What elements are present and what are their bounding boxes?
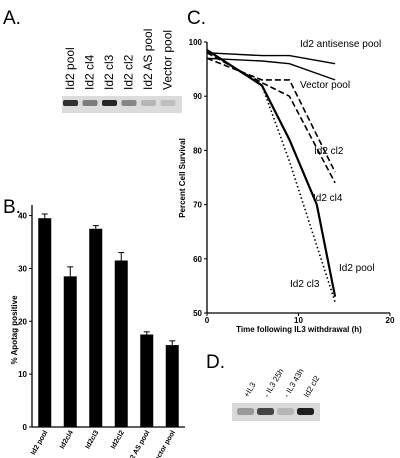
panel-c: C. Percent Cell Survival Time following …	[178, 8, 395, 334]
panel-a-band	[160, 100, 176, 106]
panel-b-bar	[63, 276, 77, 427]
panel-c-series-label: Id2 antisense pool	[300, 39, 381, 50]
panel-c-x-tick-label: 0	[205, 316, 210, 325]
panel-c-y-tick-label: 100	[189, 38, 203, 47]
panel-d-band	[297, 408, 314, 415]
panel-c-series-label: Id2 pool	[339, 263, 375, 274]
panel-a-lane-label: Id2 AS pool	[141, 29, 155, 90]
panel-a-lane-labels: Id2 pool Id2 cl4 Id2 cl3 Id2 cl2 Id2 AS pool…	[63, 29, 175, 90]
panel-c-y-axis-label: Percent Cell Survival	[178, 138, 187, 218]
panel-b-y-tick-label: 0	[23, 423, 28, 432]
panel-b-category-label: Id2 pool	[30, 429, 50, 456]
panel-d-label: D.	[206, 352, 225, 373]
panel-d-band	[257, 408, 274, 415]
panel-d-lane-label: Id2 cl2	[302, 374, 322, 399]
panel-b-y-axis-label: % Apotag positive	[10, 295, 19, 365]
panel-a-band	[121, 100, 137, 106]
panel-b-bar	[114, 260, 128, 427]
panel-c-chart: 50 60 70 80 90 100 0 10 20 Id2 antisense pool Vect…	[189, 38, 395, 325]
panel-d-band	[237, 408, 254, 415]
panel-c-series-line	[206, 52, 336, 184]
panel-c-y-tick-label: 80	[193, 146, 202, 155]
panel-b-category-label: Id2cl4	[59, 429, 75, 450]
panel-c-series-label: Id2 cl2	[314, 146, 344, 157]
panel-b-bar	[38, 218, 52, 427]
panel-d-bands	[237, 408, 314, 415]
panel-c-y-tick-label: 70	[193, 201, 202, 210]
panel-b-category-label: Vector pool	[152, 429, 177, 458]
panel-c-series-line	[206, 57, 336, 81]
panel-c-label: C.	[187, 8, 206, 29]
panel-b-y-tick-label: 10	[18, 370, 27, 379]
panel-d-blot	[232, 403, 320, 421]
panel-a: A. Id2 pool Id2 cl4 Id2 cl3 Id2 cl2 Id2 AS p…	[3, 8, 182, 113]
panel-c-y-tick-label: 50	[193, 309, 202, 318]
panel-a-lane-label: Id2 cl4	[83, 54, 97, 90]
panel-c-series-line	[206, 52, 336, 65]
panel-a-lane-label: Id2 cl2	[122, 54, 136, 90]
panel-c-x-tick-label: 20	[386, 316, 395, 325]
panel-a-label: A.	[3, 8, 21, 29]
panel-b-label: B.	[3, 197, 21, 218]
panel-b: B. % Apotag positive 0 10 20 30 40 Id2 pool Id…	[3, 197, 185, 458]
panel-b-bar	[89, 228, 103, 427]
panel-b-category-label: Id2 AS pool	[126, 429, 151, 458]
panel-a-lane-label: Id2 cl3	[102, 54, 116, 90]
panel-b-category-label: Id2cl3	[84, 429, 100, 450]
panel-c-x-tick-label: 10	[294, 316, 303, 325]
panel-c-y-tick-label: 90	[193, 92, 202, 101]
panel-b-y-tick-label: 40	[18, 212, 27, 221]
panel-a-lane-label: Vector pool	[161, 30, 175, 90]
panel-c-series-label: Vector pool	[300, 80, 350, 91]
panel-a-band	[102, 100, 117, 106]
panel-b-chart: 0 10 20 30 40 Id2 pool Id2cl4 Id2cl3 Id2cl2 Id2 A…	[18, 205, 185, 458]
panel-c-x-axis-label: Time following IL3 withdrawal (h)	[236, 325, 362, 334]
panel-a-band	[141, 100, 156, 106]
panel-b-bar	[140, 334, 154, 427]
panel-c-series-label: Id2 cl4	[313, 193, 343, 204]
panel-c-series-line	[206, 49, 336, 303]
panel-b-category-label: Id2cl2	[110, 429, 126, 450]
panel-a-band	[82, 100, 98, 106]
panel-c-y-tick-label: 60	[193, 255, 202, 264]
panel-a-band	[63, 100, 78, 106]
panel-d-band	[277, 408, 294, 415]
panel-d-lane-label: +IL3	[242, 380, 258, 399]
panel-b-y-tick-label: 30	[18, 264, 27, 273]
panel-b-y-tick-label: 20	[18, 317, 27, 326]
panel-c-series-line	[206, 49, 337, 297]
panel-b-bar	[165, 345, 179, 427]
panel-c-series-line	[206, 57, 336, 173]
panel-c-series-label: Id2 cl3	[290, 279, 320, 290]
panel-a-lane-label: Id2 pool	[63, 47, 77, 90]
panel-a-bands	[63, 100, 176, 106]
